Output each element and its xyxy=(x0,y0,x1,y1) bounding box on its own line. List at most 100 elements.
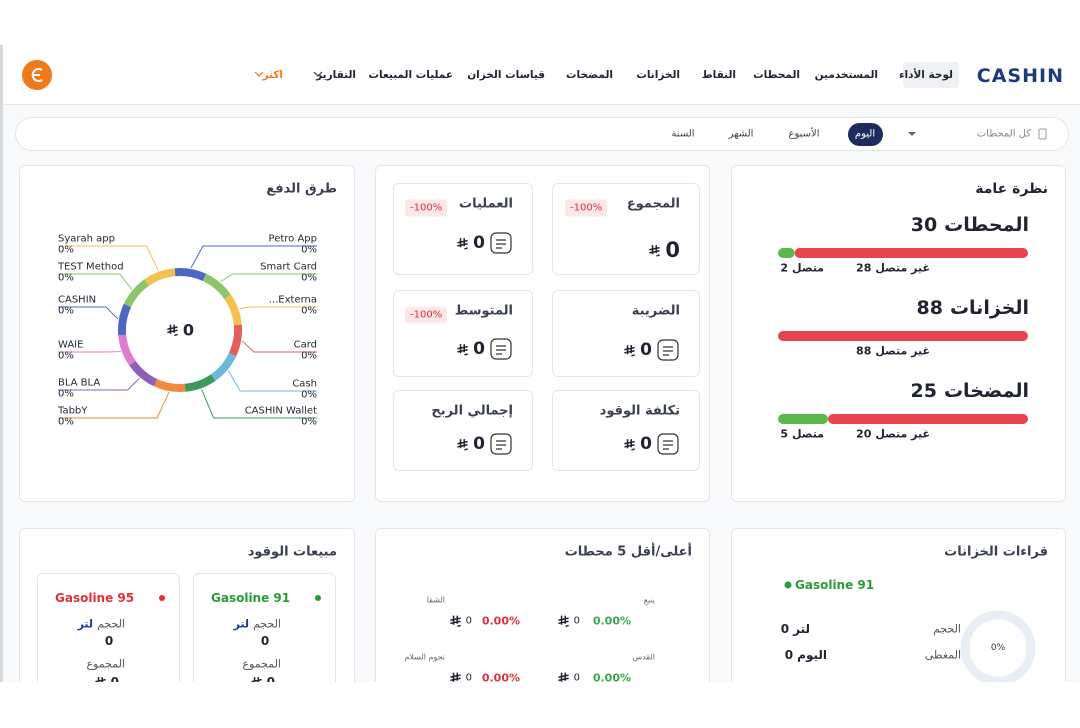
kpi-tile xyxy=(393,390,533,471)
kpi-value: 0 xyxy=(473,339,485,359)
period-tab[interactable]: السنة xyxy=(671,128,695,140)
riyal-glyph xyxy=(457,438,469,451)
period-tab[interactable]: اليوم xyxy=(854,128,876,140)
payments-card xyxy=(19,165,355,502)
leader-line xyxy=(58,245,159,272)
method-percent: 0% xyxy=(301,350,317,362)
nav-item[interactable]: الخزانات xyxy=(636,69,680,81)
leader-line xyxy=(58,391,170,419)
station-value-num: 0 xyxy=(465,672,472,683)
kpi-value-group: 0 xyxy=(456,337,513,361)
donut-segment xyxy=(123,279,150,308)
method-percent: 0% xyxy=(58,416,74,428)
kpi-tile xyxy=(393,183,533,275)
nav-active-bg xyxy=(903,62,959,88)
riyal-icon xyxy=(557,672,569,682)
offline-count: 20 xyxy=(856,427,872,441)
fuel-total: 0 xyxy=(250,675,275,682)
riyal-glyph xyxy=(250,676,262,682)
volume-label: الحجم لتر xyxy=(234,618,281,631)
donut-segment xyxy=(153,378,186,392)
station-change: 0.00% xyxy=(481,671,520,683)
period-tab[interactable]: الأسبوع xyxy=(788,128,820,140)
method-name: WAIE xyxy=(58,339,84,351)
riyal-glyph xyxy=(457,343,469,356)
icon-lines xyxy=(496,440,506,450)
icon xyxy=(623,344,636,357)
online-count: 2 xyxy=(780,261,789,275)
leader-line xyxy=(58,306,119,320)
kpi-tile xyxy=(552,290,700,377)
method-percent: 0% xyxy=(58,388,74,400)
offline-label: غير متصل 88 xyxy=(856,345,930,358)
avatar-glyph xyxy=(31,68,43,82)
tank-readings-card xyxy=(731,528,1066,682)
station-filter[interactable]: كل المحطات xyxy=(976,128,1031,140)
method-name: Card xyxy=(293,339,317,351)
top-stations-card xyxy=(375,528,710,682)
offline-bar xyxy=(778,331,1028,341)
offline-text: غير متصل xyxy=(875,427,930,441)
icon-frame xyxy=(490,338,512,360)
chevron xyxy=(313,71,323,77)
riyal-glyph xyxy=(624,344,636,357)
card-title: نظرة عامة xyxy=(975,181,1048,197)
card-title: طرق الدفع xyxy=(266,181,337,197)
riyal-glyph xyxy=(649,244,661,257)
riyal-icon xyxy=(250,676,262,682)
icon-frame xyxy=(657,339,679,361)
fuel-name: Gasoline 95 xyxy=(55,591,135,605)
kpi-change: -100% xyxy=(405,199,448,217)
online-count: 5 xyxy=(780,427,789,441)
leader-line xyxy=(58,273,133,290)
icon xyxy=(623,438,636,451)
riyal-icon xyxy=(457,343,469,356)
method-name: Petro App xyxy=(268,233,317,245)
kpi-value: 0 xyxy=(473,233,485,253)
header-bar xyxy=(0,45,1080,105)
kpi-value-group: 0 xyxy=(623,338,680,362)
kpi-label: الضريبة xyxy=(631,303,680,319)
method-percent: 0% xyxy=(301,272,317,284)
offline-text: غير متصل xyxy=(875,261,930,275)
nav-item[interactable]: التقارير xyxy=(316,69,356,81)
nav-item[interactable]: النقاط xyxy=(701,69,736,81)
total-label: المجموع xyxy=(242,657,281,671)
online-text: متصل xyxy=(792,427,824,441)
reading-label: الحجم xyxy=(933,622,961,636)
donut-total: 0 xyxy=(166,321,194,340)
method-name: Cash xyxy=(292,378,317,390)
icon xyxy=(456,237,469,250)
fuel-total-num: 0 xyxy=(110,675,119,682)
riyal-icon xyxy=(649,244,661,257)
kpi-change: -100% xyxy=(565,199,608,217)
kpi-icon xyxy=(490,338,512,360)
riyal-glyph xyxy=(557,615,569,628)
nav-item[interactable]: المستخدمين xyxy=(814,69,878,81)
period-tab[interactable]: الشهر xyxy=(728,128,754,140)
online-label: متصل 2 xyxy=(780,262,824,275)
nav-item[interactable]: عمليات المبيعات xyxy=(368,69,453,81)
volume: 0 xyxy=(780,622,790,636)
shapes-layer xyxy=(22,60,1047,682)
method-name: Syarah app xyxy=(58,233,115,245)
icon xyxy=(449,672,462,682)
nav-item[interactable]: اكثر xyxy=(262,69,283,81)
logo: CASHIN xyxy=(976,65,1064,87)
nav-item[interactable]: المضخات xyxy=(566,69,613,81)
nav-item[interactable]: قياسات الخزان xyxy=(467,69,545,81)
overview-label: الخزانات xyxy=(949,297,1029,319)
station-change: 0.00% xyxy=(481,614,520,628)
riyal-icon xyxy=(457,237,469,250)
kpi-label: المتوسط xyxy=(454,303,513,319)
unit: لتر xyxy=(793,622,810,636)
period-active xyxy=(848,123,883,146)
dropdown-caret xyxy=(908,132,916,136)
nav-item[interactable]: المحطات xyxy=(753,69,800,81)
method-percent: 0% xyxy=(58,244,74,256)
unit: لتر xyxy=(233,617,250,631)
nav-item[interactable]: لوحة الأداء xyxy=(899,69,953,81)
online-bar xyxy=(778,414,828,424)
unit: لتر xyxy=(77,617,94,631)
